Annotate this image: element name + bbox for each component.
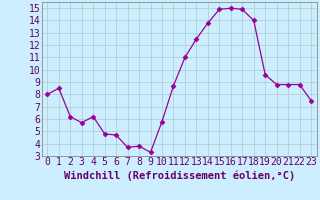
X-axis label: Windchill (Refroidissement éolien,°C): Windchill (Refroidissement éolien,°C) [64,170,295,181]
